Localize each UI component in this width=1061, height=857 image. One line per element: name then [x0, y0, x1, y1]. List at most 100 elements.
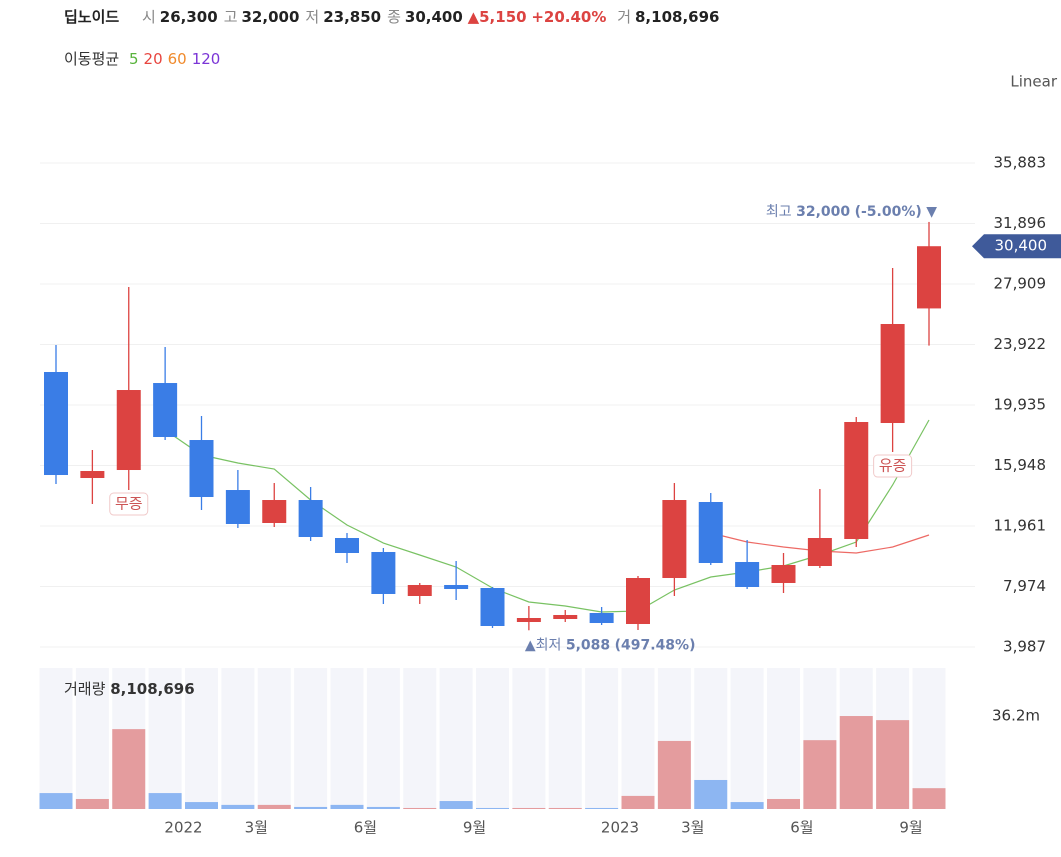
volume-bar [294, 806, 328, 809]
candle-body [807, 538, 832, 566]
volume-bar [221, 804, 255, 809]
volume-column-bg [75, 668, 109, 809]
volume-bar [912, 788, 946, 809]
x-tick-label: 3월 [245, 819, 268, 837]
candle-body [80, 471, 105, 479]
candle-body [116, 390, 141, 471]
volume-bar [767, 798, 800, 809]
volume-name: 거래량 [64, 680, 106, 698]
y-tick-label: 3,987 [1003, 637, 1046, 655]
event-badge [109, 492, 149, 516]
event-label: 무증 [115, 495, 143, 513]
volume-bar [585, 807, 619, 809]
volume-bar [839, 716, 873, 809]
volume-bar [112, 729, 146, 809]
candle-body [407, 584, 432, 596]
y-tick-label: 27,909 [994, 275, 1047, 293]
moving-average-line [164, 419, 930, 613]
x-tick-label: 9월 [463, 819, 486, 837]
volume-bar [75, 798, 109, 809]
x-tick-label: 6월 [354, 819, 377, 837]
high-value: 32,000 [796, 204, 850, 220]
volume-column-bg [185, 668, 218, 809]
volume-column-bg [221, 668, 255, 809]
candle-body [189, 440, 214, 498]
candle-body [44, 372, 68, 476]
change-arrow: ▲ [467, 8, 480, 26]
y-tick-label: 7,974 [1003, 577, 1046, 595]
volume-column-bg [621, 668, 655, 809]
candle-body [516, 617, 541, 623]
event-label: 유증 [879, 457, 907, 475]
header-items: 시 26,300 고 32,000 저 23,850 종 30,400 [136, 8, 463, 26]
volume-bar [257, 804, 291, 809]
candle-body [589, 612, 614, 624]
volume-bar [548, 807, 582, 809]
price-tag [972, 234, 1061, 259]
y-tick-label: 15,948 [994, 456, 1047, 474]
volume-bar [512, 807, 546, 809]
y-tick-label: 31,896 [994, 214, 1047, 232]
candle-body [844, 422, 869, 540]
low-value: 5,088 [566, 637, 610, 653]
stock-name: 딥노이드 [64, 8, 120, 26]
candle-body [880, 324, 905, 424]
candle-body [735, 562, 760, 587]
volume-header-label: 거 [617, 8, 631, 26]
y-tick-label: 11,961 [994, 517, 1047, 535]
header-value: 26,300 [159, 8, 218, 26]
y-tick-label: 35,883 [994, 154, 1047, 172]
volume-column-bg [476, 668, 509, 809]
volume-bar [366, 806, 400, 809]
header-label: 저 [305, 8, 320, 26]
ma-legend-item: 120 [191, 50, 221, 68]
candle-body [153, 383, 178, 438]
scale-label: Linear [1010, 73, 1057, 91]
event-badge [873, 454, 913, 478]
x-tick-label: 2023 [601, 819, 639, 837]
volume-column-bg [294, 668, 328, 809]
volume-column-bg [439, 668, 473, 809]
volume-column-bg [548, 668, 582, 809]
candle-body [298, 500, 323, 538]
price-tag-label: 30,400 [995, 237, 1048, 255]
candle-body [225, 490, 250, 524]
header-value: 32,000 [241, 8, 300, 26]
candle-body [771, 564, 796, 583]
x-tick-label: 3월 [681, 819, 704, 837]
high-annotation: 최고 32,000 (-5.00%) ▼ [766, 204, 937, 220]
candle-body [480, 588, 505, 626]
volume-bar [330, 804, 364, 809]
volume-bar [621, 795, 655, 809]
volume-bar [476, 807, 509, 809]
volume-bar [39, 793, 73, 809]
change: 5,150 [479, 8, 527, 26]
low-annotation: ▲최저 5,088 (497.48%) [525, 637, 696, 653]
volume-bar [439, 801, 473, 809]
x-tick-label: 6월 [790, 819, 813, 837]
candle-body [553, 614, 578, 620]
candle-body [626, 578, 650, 625]
ma-title: 이동평균 [64, 50, 120, 68]
volume-bar [403, 807, 437, 809]
header-label: 종 [387, 8, 401, 26]
candle-body [444, 584, 469, 590]
volume-bar [148, 793, 182, 809]
volume-column-bg [257, 668, 291, 809]
ma-legend: 이동평균 5 20 60 120 [64, 48, 225, 69]
volume-column-bg [403, 668, 437, 809]
volume-bar [803, 740, 837, 809]
volume-column-bg [767, 668, 800, 809]
volume-column-bg [585, 668, 619, 809]
high-label: 최고 [766, 204, 792, 220]
candle-body [917, 246, 941, 309]
ma-legend-item: 20 [143, 50, 163, 68]
candle-body [371, 551, 396, 594]
ma-legend-item: 60 [167, 50, 187, 68]
candle-body [335, 538, 359, 553]
header-label: 시 [141, 8, 156, 26]
volume-header-value: 8,108,696 [635, 8, 720, 26]
header-value: 30,400 [404, 8, 463, 26]
volume-value: 8,108,696 [110, 680, 194, 698]
